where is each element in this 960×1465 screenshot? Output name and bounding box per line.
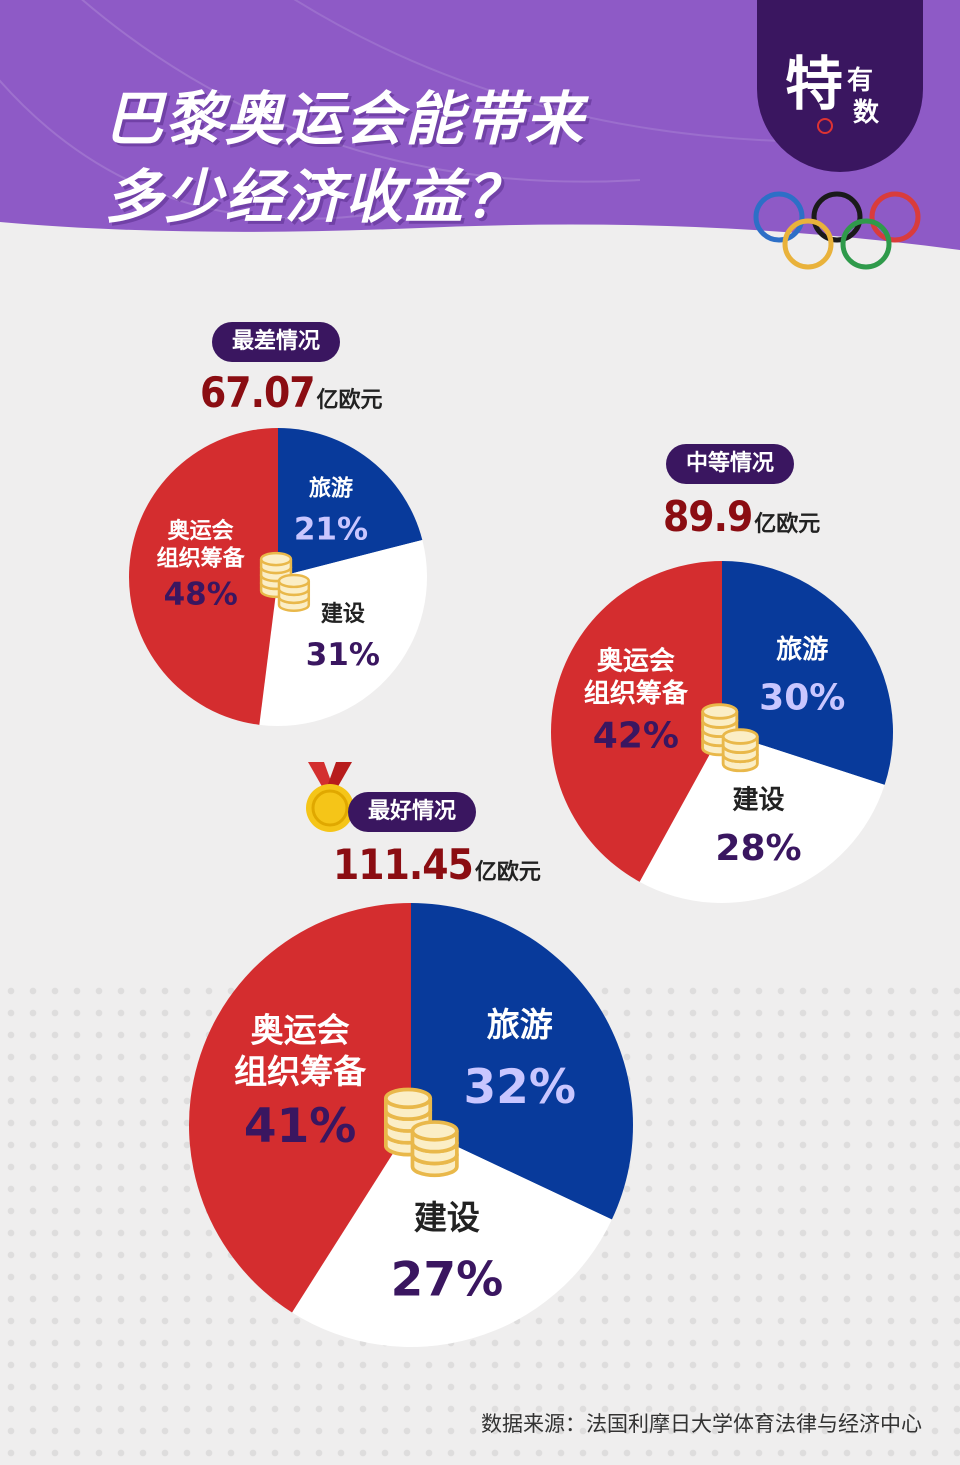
total-value: 111.45 bbox=[333, 840, 474, 889]
data-source-note: 数据来源：法国利摩日大学体育法律与经济中心 bbox=[481, 1412, 922, 1436]
slice-label: 旅游 bbox=[776, 635, 828, 665]
page-title-line-1: 巴黎奥运会能带来 bbox=[105, 85, 586, 153]
slice-percent-label: 48% bbox=[164, 577, 238, 613]
pie-slice-tourism bbox=[722, 561, 893, 785]
coin-stack-icon bbox=[259, 551, 311, 612]
slice-percent-label: 21% bbox=[294, 512, 368, 548]
slice-percent-label: 31% bbox=[306, 637, 380, 673]
pie-slice-organization bbox=[550, 561, 722, 882]
scenario-tag-best: 最好情况 bbox=[348, 792, 477, 832]
scenario-total-medium: 89.9亿欧元 bbox=[663, 492, 820, 541]
slice-percent-label: 28% bbox=[715, 828, 801, 869]
brand-logo: 特 有 数 bbox=[757, 0, 923, 172]
pie-slice-tourism bbox=[278, 428, 423, 577]
logo-char-big: 特 bbox=[785, 50, 844, 118]
scenario-total-worst: 67.07亿欧元 bbox=[200, 368, 383, 417]
logo-char-small-1: 有 bbox=[847, 66, 874, 96]
total-unit: 亿欧元 bbox=[754, 512, 821, 537]
scenario-tag-worst: 最差情况 bbox=[212, 322, 341, 362]
slice-label-line-2: 组织筹备 bbox=[157, 546, 246, 572]
total-value: 67.07 bbox=[200, 368, 316, 417]
coin-stack-icon bbox=[701, 703, 759, 773]
slice-label: 旅游 bbox=[309, 476, 353, 502]
slice-percent-label: 42% bbox=[593, 716, 679, 757]
logo-char-small-2: 数 bbox=[853, 98, 880, 128]
pie-slice-construction bbox=[639, 732, 885, 903]
olympic-rings-icon bbox=[753, 191, 921, 270]
slice-label-line-1: 奥运会 bbox=[168, 518, 234, 544]
slice-label-line-1: 奥运会 bbox=[597, 646, 675, 677]
page-title-line-2: 多少经济收益？ bbox=[105, 163, 526, 231]
logo-dot-icon bbox=[817, 118, 833, 134]
scenario-tag-medium: 中等情况 bbox=[666, 444, 795, 484]
slice-label: 建设 bbox=[733, 786, 785, 816]
pie-slice-organization bbox=[129, 428, 278, 725]
slice-label: 建设 bbox=[321, 602, 365, 627]
dot-pattern-background bbox=[0, 980, 960, 1465]
slice-label-line-2: 组织筹备 bbox=[584, 678, 689, 709]
scenario-total-best: 111.45亿欧元 bbox=[333, 840, 541, 889]
gold-medal-icon bbox=[306, 762, 354, 832]
total-unit: 亿欧元 bbox=[316, 388, 383, 413]
slice-percent-label: 30% bbox=[759, 678, 845, 719]
total-value: 89.9 bbox=[663, 492, 753, 541]
pie-slice-construction bbox=[259, 539, 427, 726]
total-unit: 亿欧元 bbox=[474, 860, 541, 885]
